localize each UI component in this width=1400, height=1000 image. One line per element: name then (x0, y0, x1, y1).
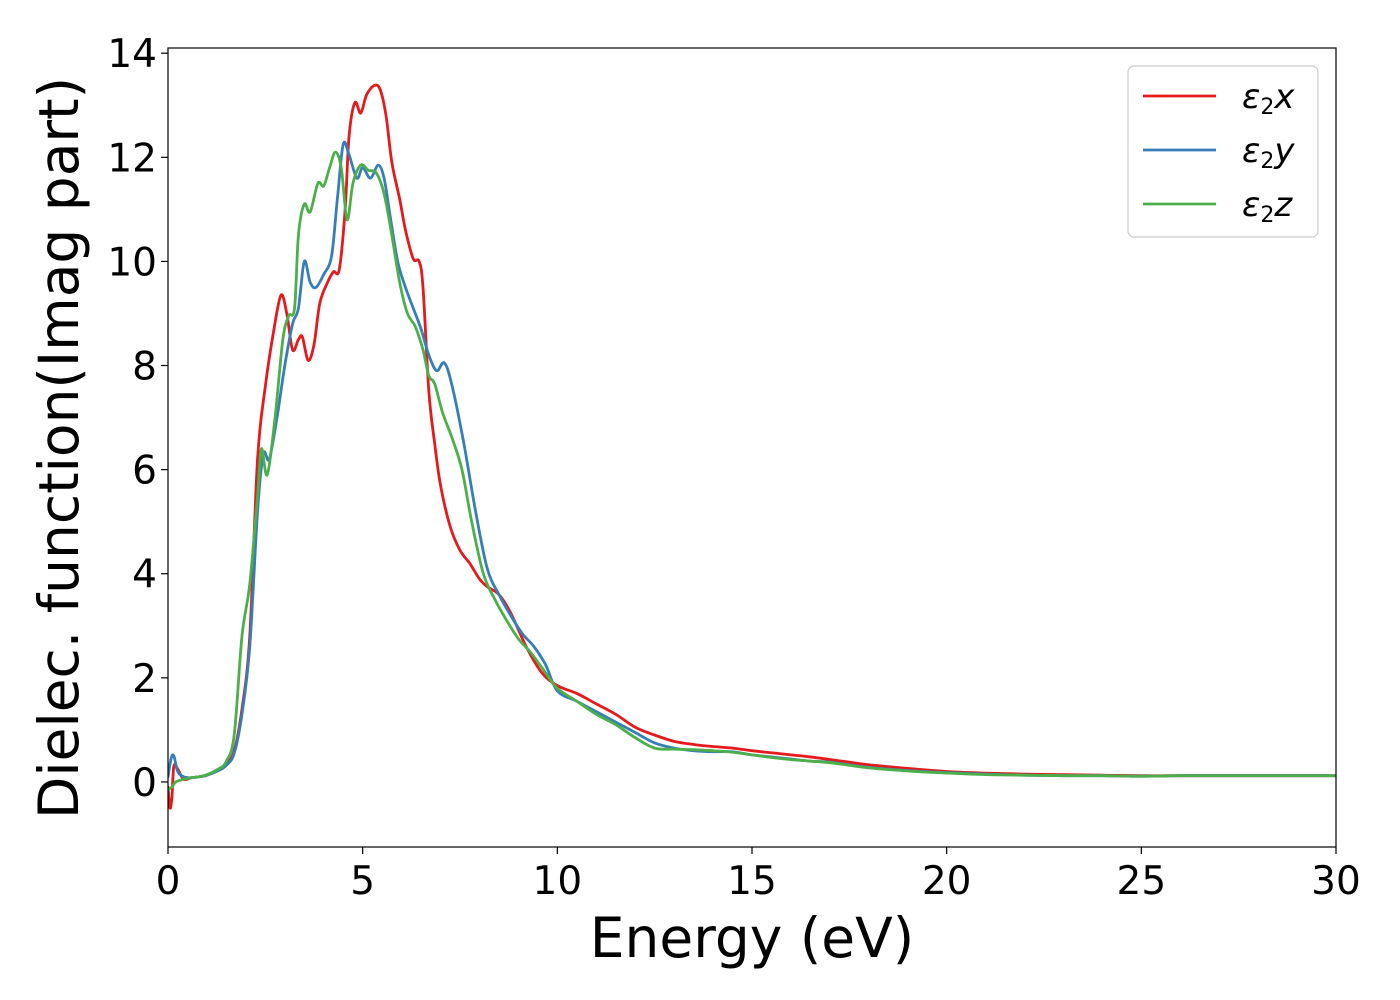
x-tick-label: 20 (922, 859, 972, 904)
x-tick-label: 10 (533, 859, 583, 904)
x-tick-label: 25 (1117, 859, 1167, 904)
y-tick-label: 8 (132, 345, 157, 390)
x-axis-title: Energy (eV) (590, 906, 914, 970)
y-tick-label: 0 (132, 761, 157, 806)
legend-box (1127, 65, 1319, 238)
y-axis-ticks: 0 2 4 6 8 10 12 14 (107, 32, 168, 806)
x-tick-label: 30 (1311, 859, 1361, 904)
x-axis-ticks: 0 5 10 15 20 25 30 (156, 847, 1361, 904)
legend-label-y: ε2y (1242, 131, 1295, 174)
legend-label-x: ε2x (1242, 77, 1295, 120)
x-tick-label: 5 (350, 859, 375, 904)
y-tick-label: 10 (107, 240, 157, 285)
series-line-z (168, 150, 1336, 792)
y-tick-label: 2 (132, 657, 157, 702)
series-layer (168, 83, 1336, 810)
y-tick-label: 14 (107, 32, 157, 77)
legend-label-z: ε2z (1242, 185, 1293, 228)
legend: ε2x ε2y ε2z (1127, 65, 1319, 238)
y-tick-label: 6 (132, 449, 157, 494)
x-tick-label: 0 (156, 859, 181, 904)
y-tick-label: 12 (107, 136, 157, 181)
y-tick-label: 4 (132, 553, 157, 598)
x-tick-label: 15 (727, 859, 777, 904)
y-axis-title: Dielec. function(Imag part) (27, 77, 91, 819)
